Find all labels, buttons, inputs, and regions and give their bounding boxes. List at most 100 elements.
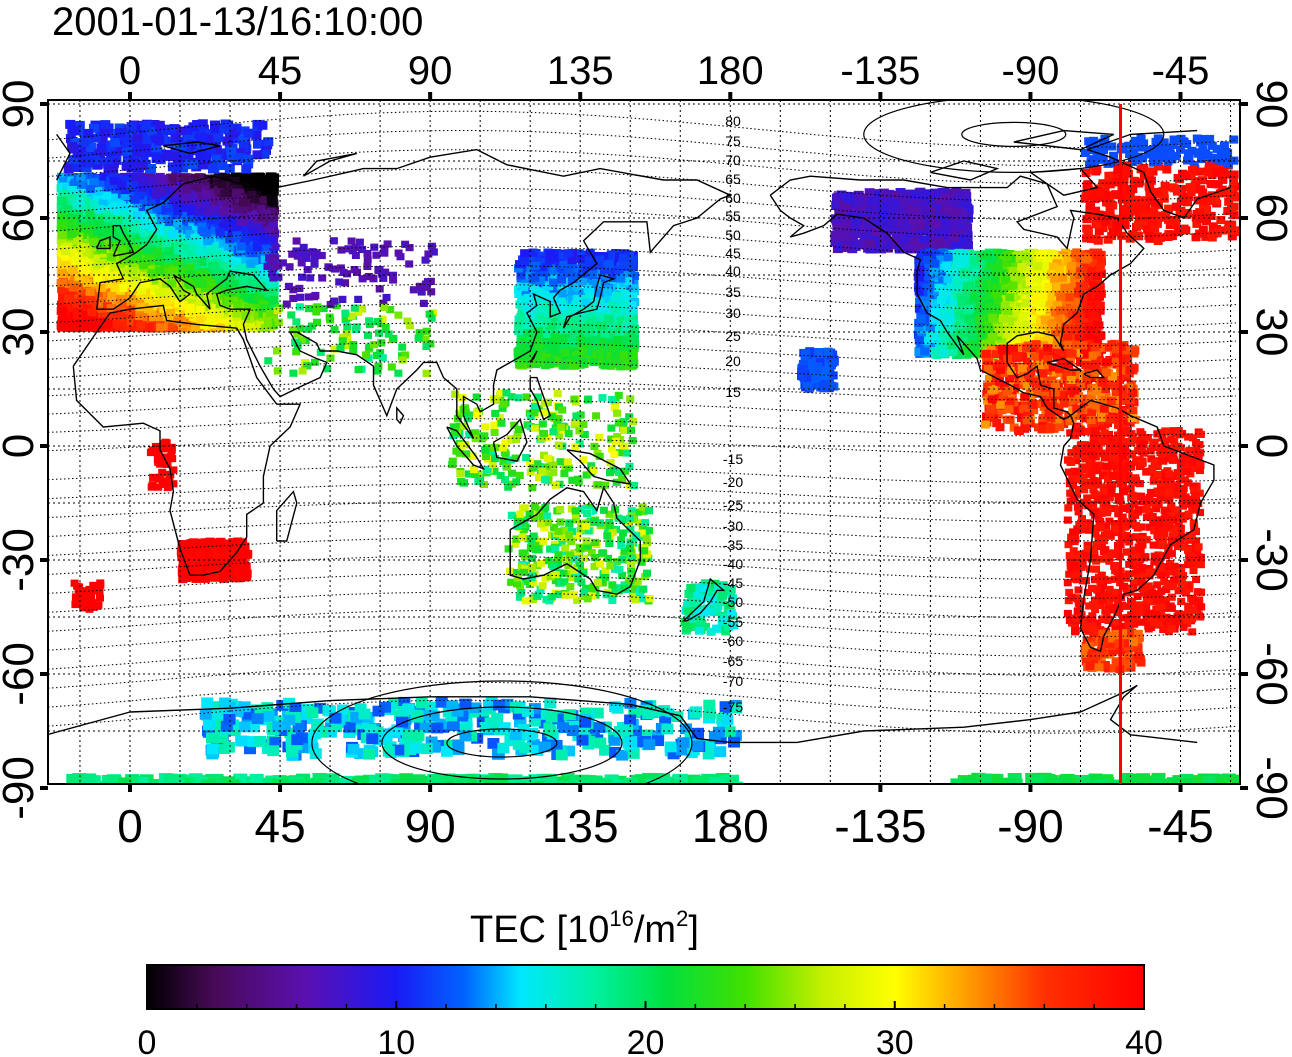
- coastline: [1030, 167, 1099, 196]
- coastline: [529, 350, 538, 363]
- lon-tick-top: 135: [547, 49, 614, 93]
- mag-contour: [48, 699, 1237, 734]
- coastline: [96, 235, 111, 250]
- coastline: [681, 577, 726, 622]
- colorbar: [146, 964, 1145, 1010]
- coastlines: [48, 129, 1231, 744]
- contour-label: 20: [725, 353, 741, 369]
- contour-label: -25: [723, 497, 743, 513]
- lat-tick-right: -60: [1247, 642, 1292, 706]
- coastline: [302, 152, 357, 177]
- lon-axis-top: 0 45 90 135 180 -135 -90 -45: [119, 49, 1210, 93]
- coastline: [562, 274, 616, 329]
- lat-tick-left: 60: [0, 194, 43, 243]
- mag-pole-ring-south: [381, 706, 623, 780]
- coastline: [163, 141, 221, 155]
- colorbar-label-end: ]: [688, 909, 699, 951]
- lon-tick-bottom: 180: [692, 800, 769, 852]
- coastline: [769, 175, 1145, 421]
- lon-tick-bottom: 90: [405, 800, 456, 852]
- contour-label: 60: [725, 190, 741, 206]
- lat-tick-right: 30: [1247, 308, 1292, 357]
- colorbar-tick-label: 10: [377, 1024, 415, 1057]
- coastline: [96, 148, 733, 439]
- colorbar-tick-label: 20: [627, 1024, 665, 1057]
- lat-axis-right: 90 60 30 0 -30 -60 -90: [1247, 80, 1292, 820]
- contour-label: -40: [723, 556, 743, 572]
- lon-tick-top: 0: [119, 49, 141, 93]
- colorbar-label-exp1: 16: [609, 906, 634, 931]
- lon-tick-top: -45: [1152, 49, 1210, 93]
- colorbar-label-main: TEC [10: [470, 909, 610, 951]
- contour-label: 75: [725, 133, 741, 149]
- lon-axis-bottom: 0 45 90 135 180 -135 -90 -45: [117, 800, 1214, 852]
- lat-tick-right: -90: [1247, 756, 1292, 820]
- magnetic-latitude-contours: [48, 100, 1237, 784]
- contour-label: -30: [723, 518, 743, 534]
- lat-tick-left: 30: [0, 308, 43, 357]
- coastline: [930, 160, 1000, 181]
- lat-tick-right: 0: [1247, 434, 1292, 458]
- lon-tick-bottom: 0: [117, 800, 143, 852]
- lon-tick-top: 45: [258, 49, 303, 93]
- lat-tick-left: -60: [0, 642, 43, 706]
- frame-ticks: [40, 92, 1248, 792]
- mag-contour: [48, 149, 1237, 185]
- mag-contour: [48, 130, 1237, 167]
- contour-label: -15: [723, 451, 743, 467]
- contour-label: 55: [725, 208, 741, 224]
- contour-label: 40: [725, 263, 741, 279]
- lat-tick-left: -90: [0, 756, 43, 820]
- contour-label: -60: [723, 633, 743, 649]
- contour-label: 50: [725, 227, 741, 243]
- map-title: 2001-01-13/16:10:00: [52, 0, 424, 44]
- coastline: [566, 449, 632, 485]
- coastline: [112, 224, 135, 257]
- lon-tick-top: -135: [840, 49, 920, 93]
- mag-pole-ring-south: [311, 680, 693, 784]
- contour-labels: 80 75 70 65 60 55 50 45 40 35 30 25 20 15 -15 -20 -25 -30…: [723, 113, 743, 715]
- lon-tick-bottom: -135: [834, 800, 926, 852]
- lon-tick-top: 90: [408, 49, 453, 93]
- mag-pole-ring-south: [446, 728, 558, 758]
- coastline: [72, 304, 302, 576]
- contour-label: -20: [723, 474, 743, 490]
- lon-tick-top: -90: [1002, 49, 1060, 93]
- contour-label: 25: [725, 328, 741, 344]
- contour-label: -45: [723, 575, 743, 591]
- colorbar-label-exp2: 2: [676, 906, 689, 931]
- contour-label: -55: [723, 614, 743, 630]
- mag-contour: [48, 110, 1237, 149]
- coastline: [509, 486, 641, 595]
- mag-pole-ring-north: [961, 121, 1067, 147]
- colorbar-tick-label: 40: [1125, 1024, 1163, 1057]
- lon-tick-top: 180: [697, 49, 764, 93]
- tec-data-layer: [56, 119, 1240, 784]
- coastline: [446, 426, 486, 471]
- contour-label: 70: [725, 152, 741, 168]
- colorbar-label: TEC [1016/m2]: [470, 908, 699, 952]
- lon-tick-bottom: 135: [542, 800, 619, 852]
- mag-pole-ring-north: [863, 100, 1165, 173]
- lat-lon-grid: [48, 100, 1240, 784]
- contour-label: -70: [723, 673, 743, 689]
- mag-contour: [48, 168, 1237, 203]
- lat-tick-right: 60: [1247, 194, 1292, 243]
- lon-tick-bottom: -90: [997, 800, 1063, 852]
- coastline: [396, 406, 405, 425]
- contour-label: 30: [725, 305, 741, 321]
- lat-axis-left: 90 60 30 0 -30 -60 -90: [0, 80, 43, 820]
- lat-tick-right: -30: [1247, 528, 1292, 592]
- coastline: [529, 376, 552, 421]
- coastline: [276, 490, 298, 542]
- colorbar-label-mid: /m: [633, 909, 677, 951]
- contour-label: -65: [723, 653, 743, 669]
- coastline: [1059, 399, 1215, 653]
- contour-label: 15: [725, 384, 741, 400]
- lat-tick-left: -30: [0, 528, 43, 592]
- contour-label: 65: [725, 171, 741, 187]
- lon-tick-bottom: -45: [1147, 800, 1213, 852]
- lat-tick-left: 0: [0, 434, 43, 458]
- contour-label: -50: [723, 594, 743, 610]
